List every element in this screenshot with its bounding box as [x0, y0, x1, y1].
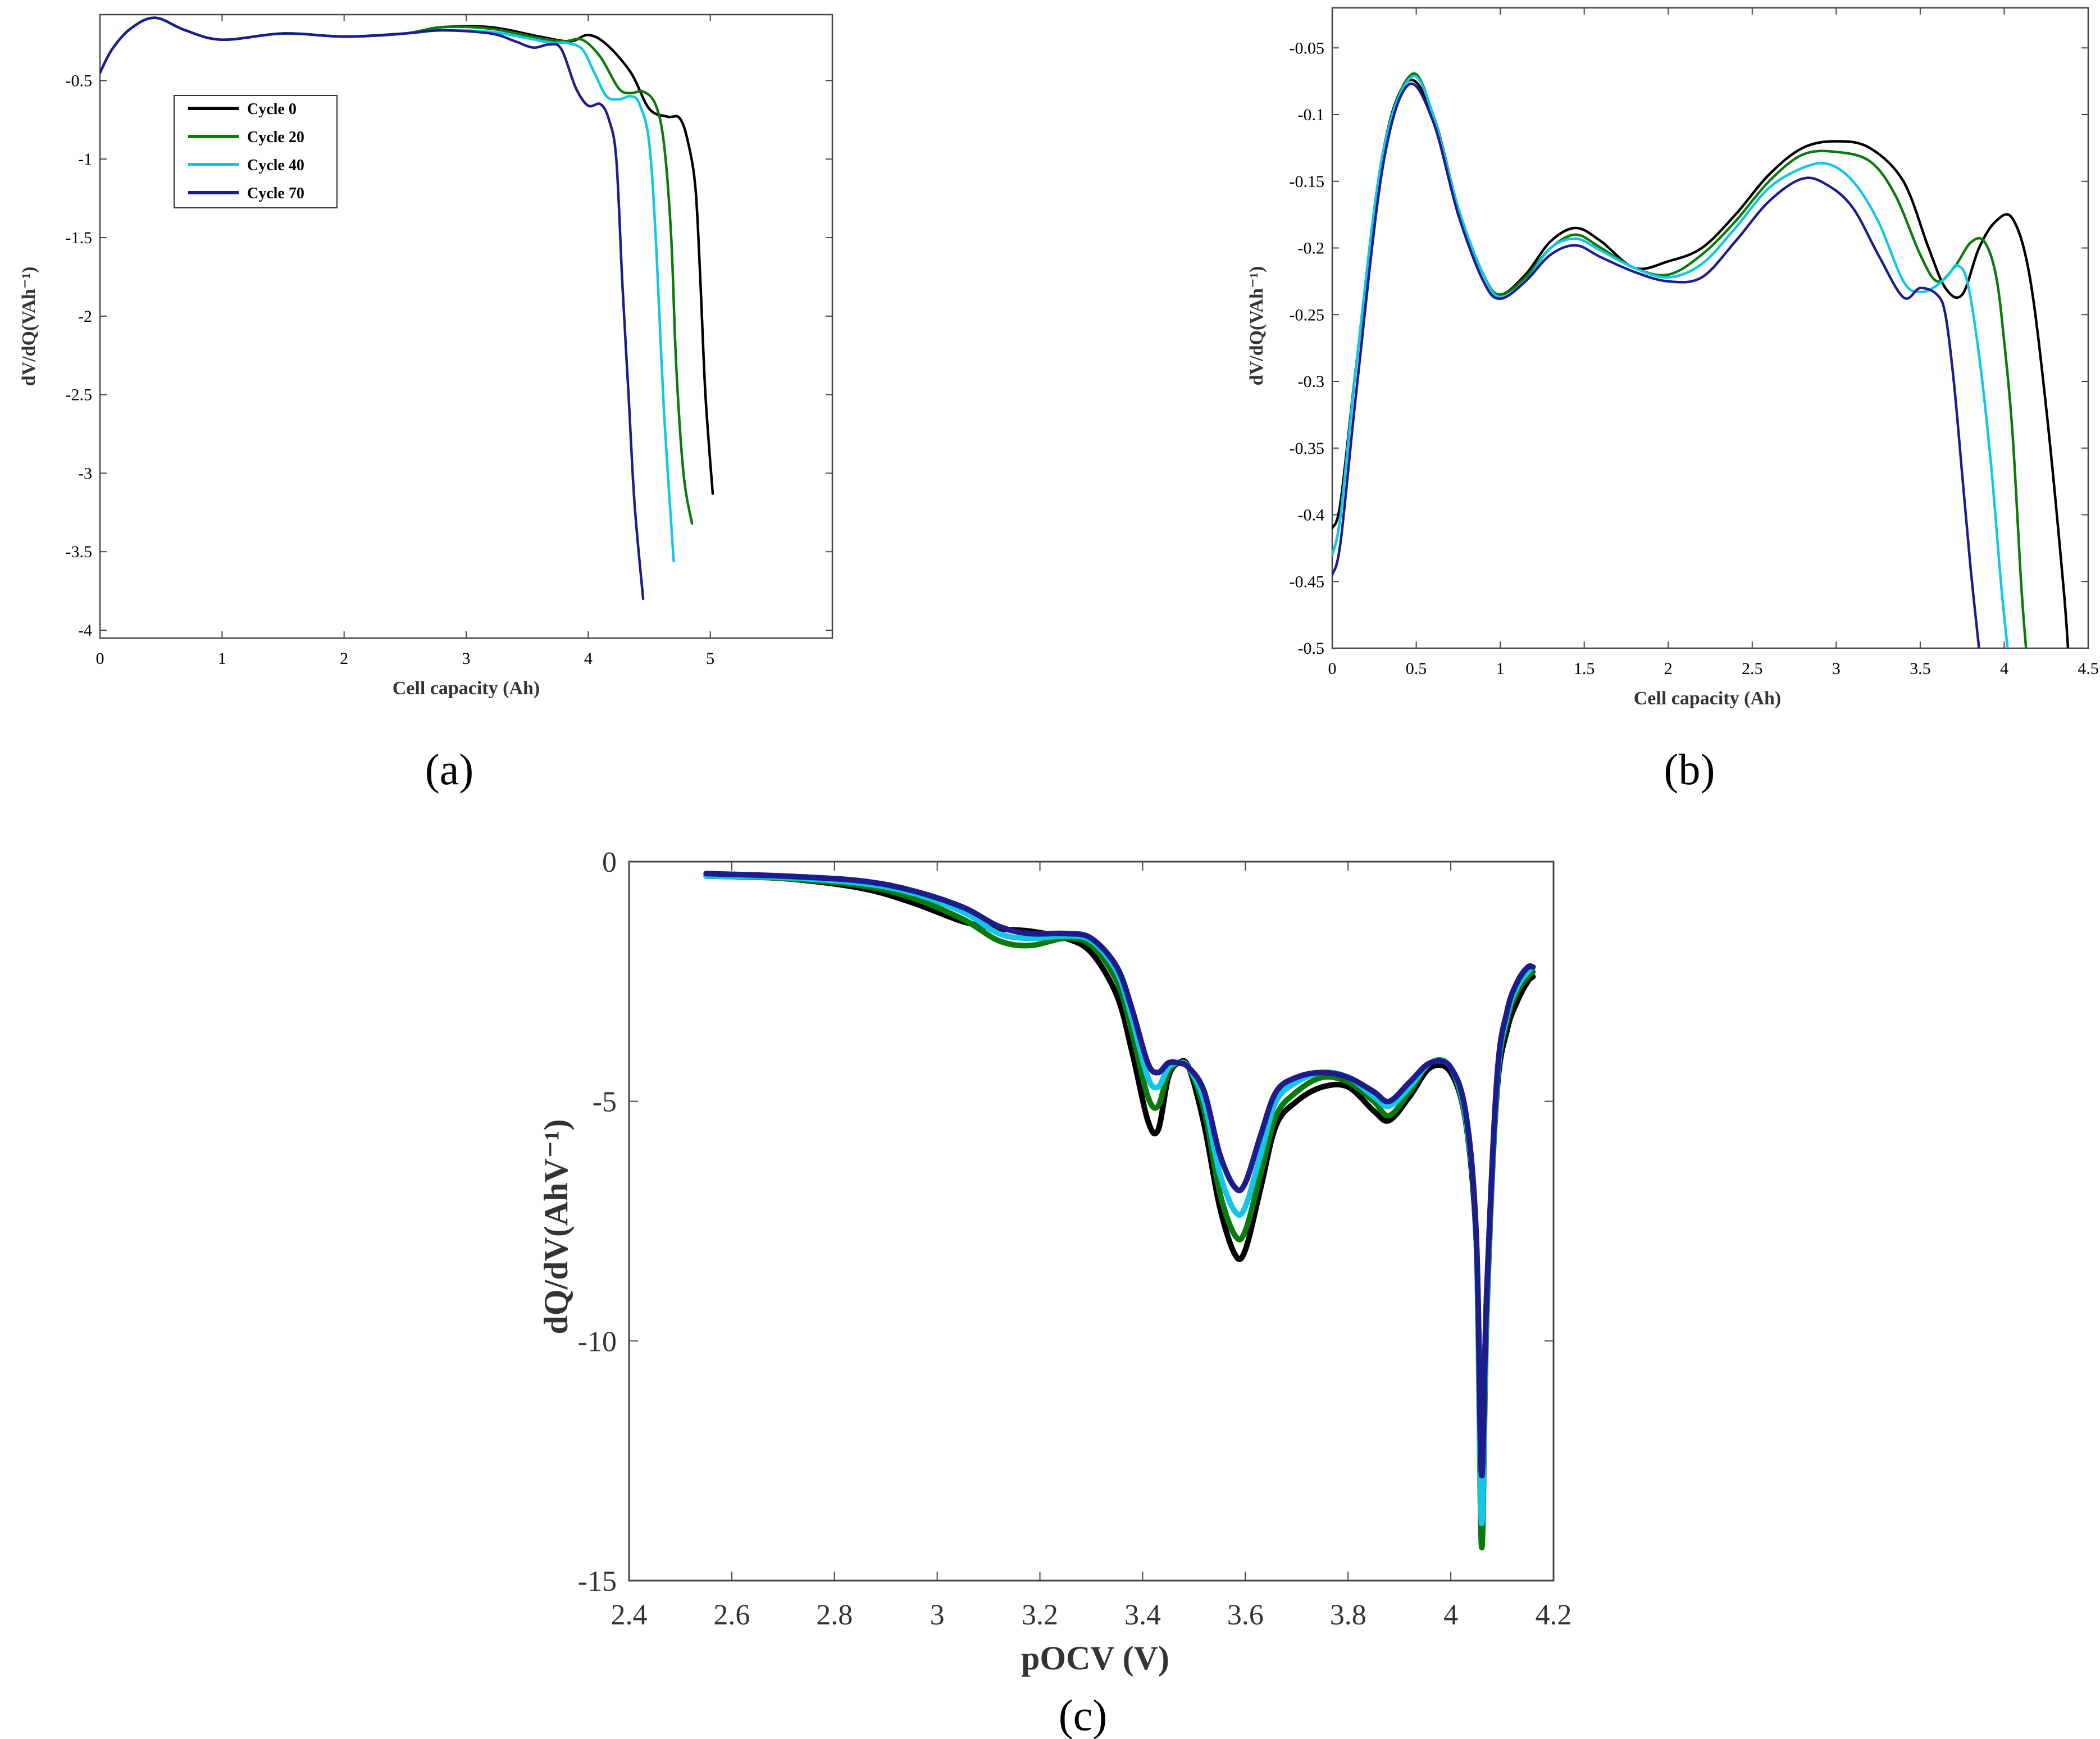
x-tick-label: 4	[2000, 659, 2008, 678]
x-tick-label: 1.5	[1574, 659, 1595, 678]
x-tick-label: 3.8	[1330, 1599, 1366, 1631]
legend-entry-cycle70: Cycle 70	[247, 185, 304, 202]
panel-label-c: (c)	[1059, 1691, 1108, 1739]
y-tick-label: -3.5	[66, 543, 93, 561]
series-line-cycle-20	[1332, 72, 2028, 648]
y-tick-label: -0.2	[1298, 239, 1325, 258]
y-tick-label: -1	[78, 150, 92, 169]
y-tick-label: -0.3	[1298, 372, 1325, 391]
series-line-cycle-70	[1332, 82, 1980, 648]
plot-frame-b	[1331, 7, 2089, 649]
y-tick-label: 0	[602, 846, 617, 878]
series-line-cycle-70	[703, 871, 1536, 1478]
legend-entry-cycle0: Cycle 0	[247, 101, 297, 118]
series-group-a	[100, 16, 714, 600]
legend-a: Cycle 0 Cycle 20 Cycle 40 Cycle 70	[174, 95, 338, 208]
axis-ticks-a: 0 1 2 3 4 5 -0.5 -1 -1.5 -2 -2.5 -3 -3.5 -4	[66, 15, 832, 668]
x-tick-label: 3.2	[1022, 1599, 1058, 1631]
y-tick-label: -15	[578, 1565, 617, 1597]
legend-entry-cycle20: Cycle 20	[247, 129, 304, 146]
x-tick-label: 2.6	[713, 1599, 750, 1631]
x-tick-label: 4	[584, 649, 593, 668]
x-axis-label-b: Cell capacity (Ah)	[1634, 688, 1782, 709]
y-tick-label: -0.35	[1290, 439, 1325, 458]
y-tick-label: -5	[593, 1086, 617, 1118]
x-tick-label: 3	[930, 1599, 945, 1631]
chart-panel-a: 0 1 2 3 4 5 -0.5 -1 -1.5 -2 -2.5 -3 -3.5 -4 Cell capa…	[19, 13, 833, 794]
legend-entry-cycle40: Cycle 40	[247, 157, 304, 174]
y-tick-label: -0.5	[66, 71, 93, 90]
series-group-c	[703, 871, 1536, 1551]
y-tick-label: -4	[78, 621, 92, 640]
y-tick-label: -2	[78, 307, 92, 326]
y-axis-label-a: dV/dQ(VAh⁻¹)	[19, 267, 39, 386]
x-tick-label: 4	[1443, 1599, 1458, 1631]
x-tick-label: 5	[706, 649, 714, 668]
panel-label-a: (a)	[425, 745, 474, 794]
y-axis-label-c: dQ/dV(AhV⁻¹)	[537, 1119, 575, 1334]
chart-panel-c: 2.4 2.6 2.8 3 3.2 3.4 3.6 3.8 4 4.2 0 -5 -10 -15 pOCV…	[537, 846, 1572, 1739]
x-tick-label: 0	[96, 649, 104, 668]
x-tick-label: 2	[340, 649, 348, 668]
x-tick-label: 3	[1832, 659, 1841, 678]
x-tick-label: 1	[1496, 659, 1505, 678]
x-tick-label: 0.5	[1406, 659, 1427, 678]
y-tick-label: -0.45	[1290, 572, 1325, 591]
y-tick-label: -10	[578, 1326, 617, 1358]
x-axis-label-c: pOCV (V)	[1021, 1640, 1169, 1677]
axis-ticks-c: 2.4 2.6 2.8 3 3.2 3.4 3.6 3.8 4 4.2 0 -5 -10 -15	[578, 846, 1572, 1631]
y-tick-label: -0.05	[1290, 39, 1325, 57]
y-tick-label: -0.5	[1298, 639, 1325, 658]
y-tick-label: -0.15	[1290, 172, 1325, 191]
y-tick-label: -3	[78, 464, 92, 482]
x-tick-label: 1	[218, 649, 226, 668]
x-tick-label: 2.4	[611, 1599, 648, 1631]
x-tick-label: 4.2	[1536, 1599, 1572, 1631]
x-tick-label: 3	[462, 649, 471, 668]
y-tick-label: -0.1	[1298, 106, 1325, 124]
x-tick-label: 3.5	[1910, 659, 1931, 678]
y-tick-label: -0.4	[1298, 506, 1325, 525]
x-tick-label: 3.4	[1124, 1599, 1161, 1631]
x-axis-label-a: Cell capacity (Ah)	[393, 678, 540, 699]
panel-label-b: (b)	[1664, 745, 1715, 794]
x-tick-label: 0	[1328, 659, 1337, 678]
y-tick-label: -2.5	[66, 386, 93, 404]
x-tick-label: 3.6	[1227, 1599, 1264, 1631]
chart-panel-b: 0 0.5 1 1.5 2 2.5 3 3.5 4 4.5 -0.05 -0.1 -0.15 -0.2 -0…	[1246, 7, 2099, 794]
series-group-b	[1332, 72, 2070, 648]
x-tick-label: 2.8	[816, 1599, 853, 1631]
legend-box-a	[174, 95, 338, 208]
y-tick-label: -0.25	[1290, 306, 1325, 324]
series-line-cycle-40	[1332, 75, 2009, 648]
x-tick-label: 2.5	[1742, 659, 1763, 678]
y-axis-label-b: dV/dQ(VAh⁻¹)	[1246, 266, 1267, 386]
y-tick-label: -1.5	[66, 229, 93, 247]
x-tick-label: 2	[1664, 659, 1673, 678]
series-line-cycle-70	[100, 16, 645, 600]
plot-frame-c	[628, 861, 1555, 1582]
axis-ticks-b: 0 0.5 1 1.5 2 2.5 3 3.5 4 4.5 -0.05 -0.1 -0.15 -0.2 -0…	[1290, 8, 2099, 678]
x-tick-label: 4.5	[2078, 659, 2099, 678]
